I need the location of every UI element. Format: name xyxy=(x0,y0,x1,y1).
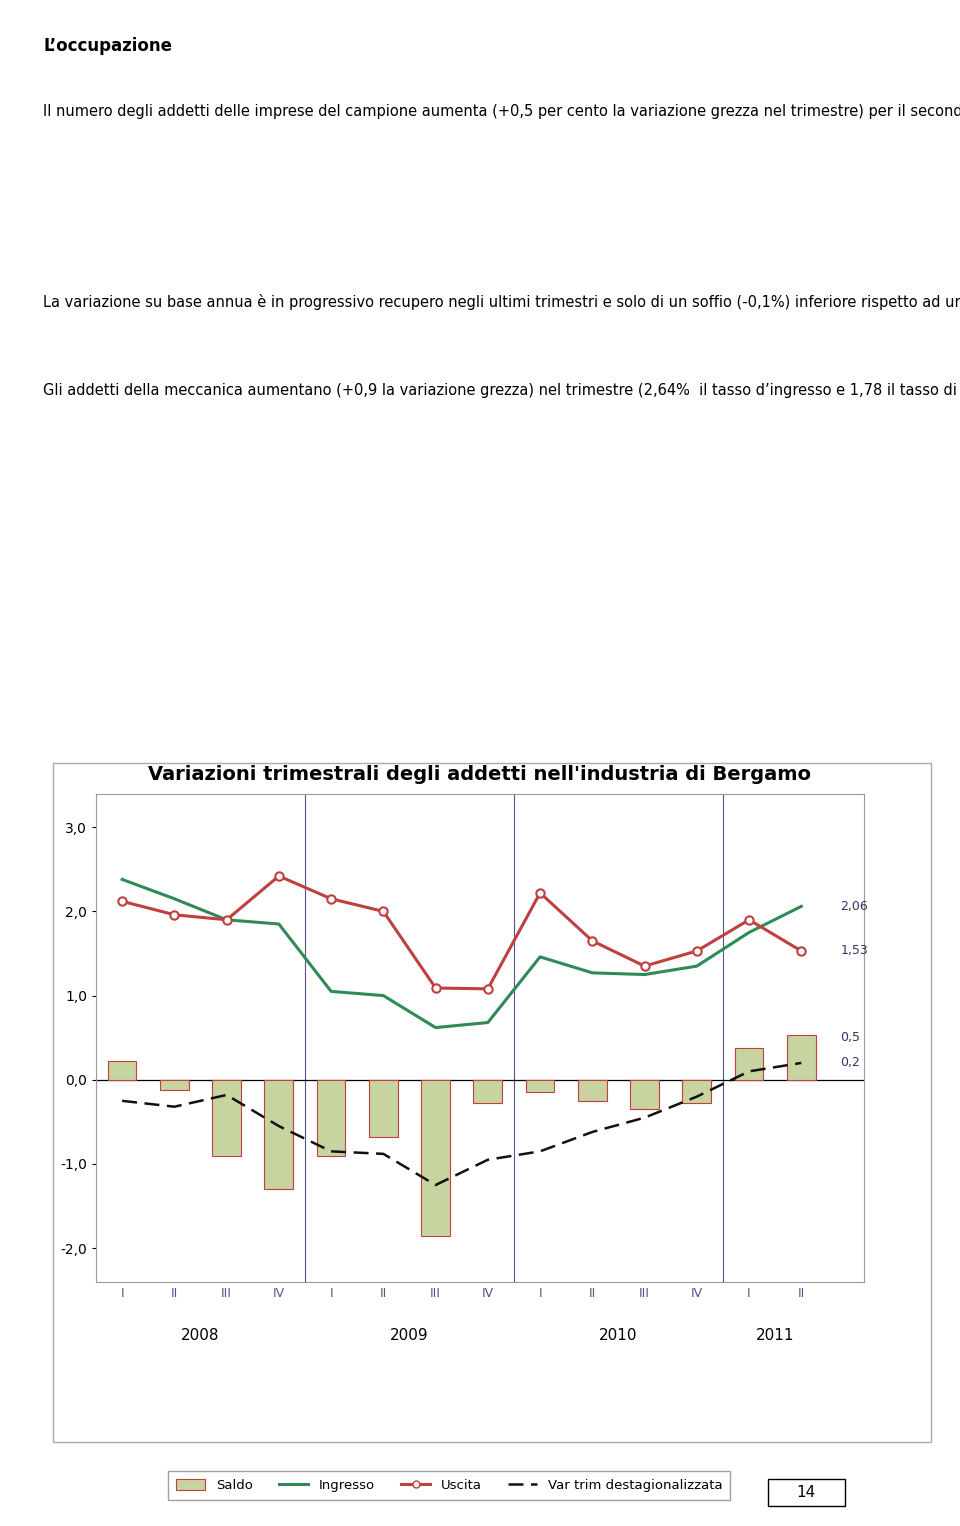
Bar xyxy=(317,1080,346,1155)
FancyBboxPatch shape xyxy=(53,763,931,1442)
Bar xyxy=(787,1035,816,1080)
Bar xyxy=(265,1080,293,1189)
Text: L’occupazione: L’occupazione xyxy=(43,37,172,55)
Text: 1,53: 1,53 xyxy=(841,945,868,957)
Bar xyxy=(526,1080,555,1093)
Text: 2011: 2011 xyxy=(756,1328,795,1343)
Bar xyxy=(473,1080,502,1103)
Text: 0,5: 0,5 xyxy=(841,1032,860,1044)
Legend: Saldo, Ingresso, Uscita, Var trim destagionalizzata: Saldo, Ingresso, Uscita, Var trim destag… xyxy=(168,1471,731,1500)
Bar xyxy=(734,1048,763,1080)
Bar xyxy=(683,1080,711,1103)
Bar xyxy=(212,1080,241,1155)
Text: La variazione su base annua è in progressivo recupero negli ultimi trimestri e s: La variazione su base annua è in progres… xyxy=(43,293,960,310)
Text: 2009: 2009 xyxy=(390,1328,429,1343)
Text: 2010: 2010 xyxy=(599,1328,637,1343)
Bar xyxy=(160,1080,189,1090)
FancyBboxPatch shape xyxy=(768,1479,845,1506)
Bar xyxy=(578,1080,607,1100)
Bar xyxy=(421,1080,450,1236)
Bar xyxy=(369,1080,397,1137)
Title: Variazioni trimestrali degli addetti nell'industria di Bergamo: Variazioni trimestrali degli addetti nel… xyxy=(149,765,811,784)
Bar xyxy=(630,1080,659,1109)
Text: 0,2: 0,2 xyxy=(841,1056,860,1070)
Text: 2,06: 2,06 xyxy=(841,900,868,913)
Text: Il numero degli addetti delle imprese del campione aumenta (+0,5 per cento la va: Il numero degli addetti delle imprese de… xyxy=(43,104,960,119)
Text: 2008: 2008 xyxy=(181,1328,220,1343)
Text: Gli addetti della meccanica aumentano (+0,9 la variazione grezza) nel trimestre : Gli addetti della meccanica aumentano (+… xyxy=(43,382,960,397)
Bar xyxy=(108,1061,136,1080)
Text: 14: 14 xyxy=(797,1485,816,1500)
